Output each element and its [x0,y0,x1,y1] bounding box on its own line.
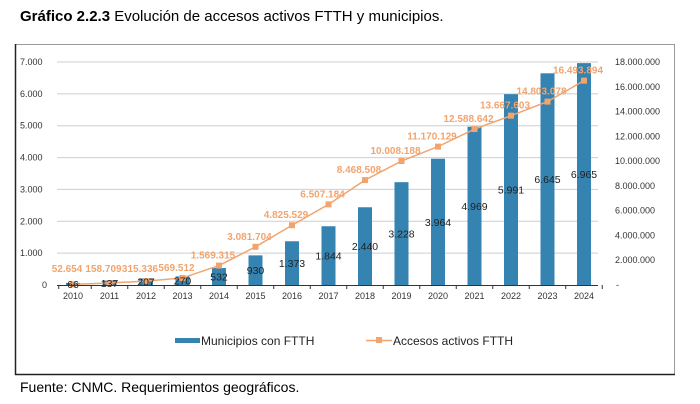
right-tick-label: 2.000.000 [615,255,655,265]
x-tick-label: 2016 [282,291,302,301]
line-point-2023 [544,98,551,105]
x-tick-label: 2019 [391,291,411,301]
line-label: 4.825.529 [264,210,309,221]
left-tick-label: 7.000 [20,57,43,67]
line-label: 3.081.704 [227,232,272,243]
x-tick-label: 2011 [100,291,119,301]
bar-label: 6.645 [534,174,560,186]
x-tick-label: 2018 [355,291,375,301]
source-note: Fuente: CNMC. Requerimientos geográficos… [20,379,299,395]
bar-label: 270 [174,276,192,288]
bar-label: 2.440 [352,241,378,253]
line-label: 14.803.078 [516,87,566,98]
bar-label: 532 [210,272,228,284]
line-label: 13.667.603 [480,101,530,112]
x-tick-label: 2023 [537,291,557,301]
bar-2020 [431,158,445,285]
bar-label: 66 [67,279,79,291]
right-tick-label: 18.000.000 [615,57,660,67]
bar-label: 207 [137,277,155,289]
line-label: 1.569.315 [191,251,236,262]
line-label: 315.336 [122,264,159,275]
legend-label-accesos: Accesos activos FTTH [393,334,513,348]
chart-title: Gráfico 2.2.3 Evolución de accesos activ… [20,8,444,25]
bar-2019 [394,182,409,285]
line-point-2022 [508,112,514,119]
bar-label: 137 [101,278,119,290]
chart-frame [15,44,675,375]
x-tick-label: 2021 [464,291,484,301]
left-tick-label: 6.000 [20,89,43,99]
bar-label: 1.844 [315,251,341,263]
right-tick-label: 12.000.000 [615,131,660,141]
legend: Municipios con FTTH Accesos activos FTTH [175,334,513,348]
right-tick-label: - [616,280,619,290]
bar-2021 [467,126,482,285]
line-point-2013 [179,274,186,281]
line-point-2016 [289,222,295,229]
line-point-2012 [143,278,149,285]
line-label: 8.468.508 [337,165,382,176]
bar-2023 [540,73,555,285]
bar-label: 930 [247,265,265,277]
left-tick-label: 2.000 [20,216,43,226]
bar-2024 [577,63,591,285]
left-tick-label: 1.000 [20,248,43,258]
bar-2022 [504,94,518,285]
bar-label: 6.965 [571,169,597,181]
left-tick-label: 3.000 [20,184,43,194]
x-tick-label: 2017 [318,291,338,301]
right-tick-label: 10.000.000 [615,156,660,166]
bar-2017 [321,226,336,285]
x-tick-label: 2014 [209,291,229,301]
line-label: 16.493.894 [553,66,603,77]
line-point-2014 [216,262,222,269]
line-point-2021 [471,126,478,133]
bar-2016 [285,241,299,285]
legend-label-municipios: Municipios con FTTH [201,334,314,348]
bar-label: 3.964 [425,217,451,229]
right-tick-label: 14.000.000 [615,107,660,117]
bar-2014 [212,268,226,285]
line-label: 11.170.129 [407,132,457,143]
line-label: 6.507.184 [300,189,345,200]
bar-label: 3.228 [388,229,414,241]
bar-label: 1.373 [279,258,305,270]
line-point-2010 [70,281,76,288]
left-tick-label: 0 [42,280,47,290]
x-tick-label: 2013 [172,291,192,301]
legend-swatch-line [376,337,382,343]
line-label: 52.654 [52,264,83,275]
right-tick-label: 16.000.000 [615,82,660,92]
line-label: 569.512 [158,263,195,274]
right-tick-label: 4.000.000 [615,230,655,240]
x-tick-label: 2022 [501,291,521,301]
line-label: 12.588.642 [443,114,493,125]
x-tick-label: 2024 [574,291,594,301]
right-tick-label: 8.000.000 [615,181,655,191]
x-tick-label: 2020 [428,291,448,301]
line-point-2017 [325,201,332,208]
line-point-2020 [435,143,441,150]
bar-label: 5.991 [498,185,524,197]
x-tick-label: 2015 [245,291,265,301]
line-point-2015 [252,243,259,250]
x-tick-label: 2010 [63,291,83,301]
bar-2015 [248,255,263,285]
left-tick-label: 4.000 [20,153,43,163]
line-point-2011 [106,280,113,287]
legend-swatch-bar [175,338,200,343]
bar-2018 [358,207,372,285]
line-point-2024 [581,77,587,84]
line-label: 158.709 [85,264,122,275]
line-label: 10.008.188 [370,146,420,157]
left-tick-label: 5.000 [20,121,43,131]
line-point-2018 [362,177,368,184]
bar-label: 4.969 [461,201,487,213]
line-point-2019 [398,158,405,165]
x-tick-label: 2012 [136,291,156,301]
right-tick-label: 6.000.000 [615,206,655,216]
